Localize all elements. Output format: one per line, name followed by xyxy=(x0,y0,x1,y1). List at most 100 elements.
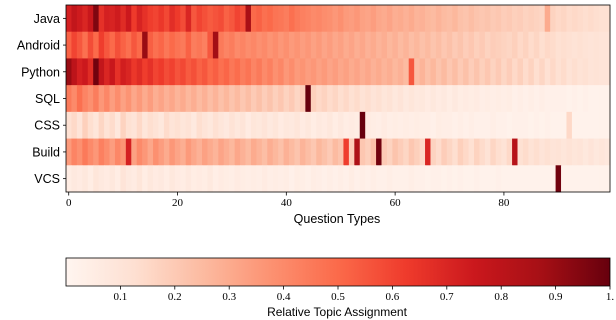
x-tick-label: 20 xyxy=(172,197,184,209)
heatmap-cell xyxy=(87,58,94,86)
heatmap-cell xyxy=(283,111,290,139)
heatmap-cell xyxy=(174,111,181,139)
heatmap-cell xyxy=(147,5,154,33)
heatmap-cell xyxy=(446,31,453,59)
heatmap-cell xyxy=(544,5,551,33)
heatmap-cell xyxy=(359,85,366,113)
heatmap-cell xyxy=(566,111,573,139)
heatmap-cell xyxy=(305,165,312,193)
heatmap-cell xyxy=(153,5,159,33)
heatmap-cell xyxy=(386,5,393,33)
heatmap-cell xyxy=(104,111,110,139)
heatmap-cell xyxy=(555,5,562,33)
heatmap-cell xyxy=(66,85,72,113)
heatmap-cell xyxy=(533,111,540,139)
heatmap-cell xyxy=(76,85,83,113)
heatmap-cell xyxy=(310,58,317,86)
heatmap-cell xyxy=(414,138,420,166)
heatmap-cell xyxy=(158,58,165,86)
heatmap-cell xyxy=(158,111,165,139)
heatmap-cell xyxy=(468,165,475,193)
heatmap-cell xyxy=(294,138,301,166)
heatmap-cell xyxy=(604,138,611,166)
heatmap-cell xyxy=(392,5,399,33)
heatmap-cell xyxy=(218,5,225,33)
heatmap-cell xyxy=(381,31,388,59)
heatmap-cell xyxy=(446,58,453,86)
heatmap-cell xyxy=(522,5,529,33)
heatmap-cell xyxy=(544,85,551,113)
heatmap-cell xyxy=(294,5,301,33)
heatmap-cell xyxy=(348,85,355,113)
heatmap-cell xyxy=(468,138,475,166)
heatmap-cell xyxy=(93,5,100,33)
heatmap-cell xyxy=(441,5,448,33)
heatmap-cell xyxy=(435,58,442,86)
heatmap-cell xyxy=(158,5,165,33)
heatmap-cell xyxy=(240,165,246,193)
heatmap-cell xyxy=(267,58,274,86)
heatmap-cell xyxy=(490,111,497,139)
heatmap-cell xyxy=(539,58,546,86)
heatmap-cell xyxy=(414,165,420,193)
heatmap-cell xyxy=(153,31,159,59)
heatmap-cell xyxy=(599,31,605,59)
heatmap-cell xyxy=(593,85,600,113)
heatmap-cell xyxy=(463,165,469,193)
heatmap-cell xyxy=(397,85,404,113)
heatmap-cell xyxy=(196,58,203,86)
heatmap-cell xyxy=(120,5,127,33)
heatmap-cell xyxy=(338,111,344,139)
heatmap-cell xyxy=(289,138,295,166)
heatmap-cell xyxy=(207,5,214,33)
heatmap-cell xyxy=(196,85,203,113)
heatmap-cell xyxy=(550,5,556,33)
heatmap-cell xyxy=(98,58,105,86)
heatmap-cell xyxy=(550,111,556,139)
heatmap-cell xyxy=(484,165,491,193)
heatmap-cell xyxy=(174,58,181,86)
x-tick-label: 80 xyxy=(498,197,510,209)
heatmap-cell xyxy=(147,58,154,86)
heatmap-cell xyxy=(261,165,268,193)
heatmap-cell xyxy=(283,138,290,166)
heatmap-cell xyxy=(506,165,513,193)
heatmap-cell xyxy=(98,31,105,59)
heatmap-cell xyxy=(348,165,355,193)
heatmap-cell xyxy=(71,5,78,33)
heatmap-cell xyxy=(430,5,437,33)
heatmap-cell xyxy=(163,111,170,139)
colorbar-label: Relative Topic Assignment xyxy=(267,305,408,319)
heatmap-cell xyxy=(593,58,600,86)
heatmap-cell xyxy=(599,85,605,113)
heatmap-cell xyxy=(474,138,480,166)
heatmap-cell xyxy=(120,138,127,166)
heatmap-cell xyxy=(321,31,328,59)
heatmap-cell xyxy=(289,111,295,139)
heatmap-cell xyxy=(376,85,382,113)
heatmap-cell xyxy=(142,5,148,33)
row-label: CSS xyxy=(34,119,60,133)
heatmap-cell xyxy=(240,31,246,59)
heatmap-cell xyxy=(528,58,535,86)
heatmap-cell xyxy=(588,58,595,86)
heatmap-cell xyxy=(66,31,72,59)
heatmap-cell xyxy=(397,58,404,86)
heatmap-cell xyxy=(202,31,208,59)
heatmap-cell xyxy=(403,85,410,113)
heatmap-cell xyxy=(191,85,197,113)
heatmap-cell xyxy=(348,58,355,86)
heatmap-cell xyxy=(82,58,89,86)
heatmap-cell xyxy=(370,5,377,33)
heatmap-cell xyxy=(278,5,284,33)
heatmap-cell xyxy=(539,5,546,33)
heatmap-cell xyxy=(229,111,236,139)
heatmap-cell xyxy=(338,165,344,193)
heatmap-cell xyxy=(316,31,323,59)
heatmap-cell xyxy=(153,85,159,113)
heatmap-cell xyxy=(305,5,312,33)
heatmap-cell xyxy=(593,138,600,166)
heatmap-cell xyxy=(577,138,584,166)
heatmap-cell xyxy=(365,5,372,33)
heatmap-cell xyxy=(267,31,274,59)
